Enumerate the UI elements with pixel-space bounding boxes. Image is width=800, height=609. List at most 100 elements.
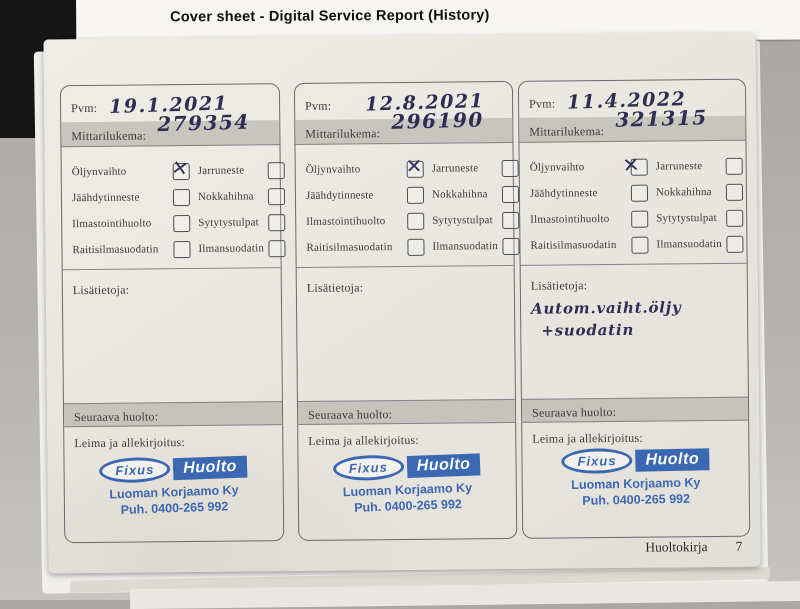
checkbox-ilmastointihuolto [173,215,190,232]
stamp-signature-label: Leima ja allekirjoitus: [532,431,643,446]
checkbox-raitisilmasuodatin [407,238,424,255]
huolto-logo-box: Huolto [406,453,480,478]
workshop-stamp: Fixus Huolto Luoman Korjaamo Ky Puh. 040… [532,446,739,511]
page-footer: Huoltokirja 7 [645,539,742,556]
service-item-label: Raitisilmasuodatin [72,243,169,256]
notes-section: Lisätietoja: Autom.vaiht.öljy +suodatin [521,263,748,399]
huolto-logo-box: Huolto [635,448,709,471]
odometer-label: Mittarilukema: [71,128,146,143]
checkbox-raitisilmasuodatin [631,236,648,253]
odometer-value-handwritten: 296190 [391,107,484,133]
next-service-bar: Seuraava huolto: [298,399,515,425]
stamp-section: Leima ja allekirjoitus: Fixus Huolto Luo… [298,423,516,540]
checkbox-nokkahihna [725,183,742,200]
checkbox-oljynvaihto: ✕ [173,163,190,180]
date-label: Pvm: [71,101,97,115]
checkbox-ilmansuodatin [502,237,519,254]
notes-handwritten-line1: Autom.vaiht.öljy [531,298,682,317]
odometer-label: Mittarilukema: [529,124,604,139]
notes-label: Lisätietoja: [307,280,364,295]
checkbox-jarruneste [501,159,518,176]
notes-label: Lisätietoja: [531,278,588,293]
notes-section: Lisätietoja: [297,265,515,401]
service-items-grid: Öljynvaihto ✕ Jarruneste Jäähdytinneste … [61,145,280,269]
stamp-section: Leima ja allekirjoitus: Fixus Huolto Luo… [522,421,749,538]
odometer-row: Mittarilukema: 296190 [295,118,512,145]
service-item-label: Jäähdytinneste [72,191,169,204]
check-mark: ✕ [406,155,423,175]
service-item-label: Öljynvaihto [72,165,169,178]
service-item-label: Öljynvaihto [530,161,627,174]
notes-label: Lisätietoja: [73,283,130,298]
odometer-label: Mittarilukema: [305,126,380,141]
service-record-panel-3: Pvm: 11.4.2022 Mittarilukema: 321315 Ölj… [518,79,750,539]
date-label: Pvm: [305,99,331,113]
service-items-grid: Öljynvaihto ✕ Jarruneste Jäähdytinneste … [295,143,513,267]
checkbox-oljynvaihto: ✕ [407,160,424,177]
notes-handwritten-line2: +suodatin [541,318,737,342]
checkbox-nokkahihna [501,185,518,202]
checkbox-raitisilmasuodatin [173,241,190,258]
service-item-label: Jarruneste [652,160,722,173]
service-item-label: Ilmansuodatin [652,238,722,251]
next-service-label: Seuraava huolto: [308,407,392,422]
next-service-bar: Seuraava huolto: [64,401,282,427]
date-label: Pvm: [529,97,555,111]
service-item-label: Raitisilmasuodatin [530,239,627,252]
stamp-section: Leima ja allekirjoitus: Fixus Huolto Luo… [64,425,283,542]
checkbox-oljynvaihto: ✕ [631,158,648,175]
stamp-logo: Fixus Huolto [308,450,506,482]
service-items-grid: Öljynvaihto ✕ Jarruneste Jäähdytinneste … [519,141,746,265]
next-service-label: Seuraava huolto: [74,409,158,424]
service-item-label: Sytytystulpat [194,216,264,229]
stamp-logo: Fixus Huolto [74,453,273,485]
checkbox-jarruneste [725,157,742,174]
checkbox-jaahdytinneste [173,189,190,206]
service-item-label: Nokkahihna [194,190,264,203]
workshop-stamp: Fixus Huolto Luoman Korjaamo Ky Puh. 040… [74,453,274,521]
service-item-label: Sytytystulpat [428,214,498,227]
stamp-signature-label: Leima ja allekirjoitus: [74,435,185,450]
checkbox-jaahdytinneste [407,186,424,203]
service-item-label: Ilmansuodatin [194,242,264,255]
service-item-label: Sytytystulpat [652,212,722,225]
page-title: Cover sheet - Digital Service Report (Hi… [170,7,490,25]
fixus-logo-oval: Fixus [561,448,632,474]
service-book-page: Pvm: 19.1.2021 Mittarilukema: 279354 Ölj… [43,33,760,574]
service-item-label: Raitisilmasuodatin [306,241,403,254]
service-record-panel-2: Pvm: 12.8.2021 Mittarilukema: 296190 Ölj… [294,81,517,541]
checkbox-nokkahihna [267,188,284,205]
odometer-value-handwritten: 321315 [615,105,708,131]
checkbox-sytytystulpat [726,209,743,226]
checkbox-sytytystulpat [502,211,519,228]
booklet-name: Huoltokirja [645,539,707,555]
stamp-logo: Fixus Huolto [532,446,738,475]
odometer-row: Mittarilukema: 321315 [519,116,745,143]
checkbox-ilmastointihuolto [631,210,648,227]
service-item-label: Ilmastointihuolto [530,213,627,226]
next-service-bar: Seuraava huolto: [522,397,748,423]
checkbox-ilmastointihuolto [407,212,424,229]
service-item-label: Ilmansuodatin [428,240,498,253]
stamp-phone: Puh. 0400-265 992 [533,490,739,510]
page-number: 7 [736,539,743,554]
service-item-label: Öljynvaihto [306,163,403,176]
service-record-panel-1: Pvm: 19.1.2021 Mittarilukema: 279354 Ölj… [60,83,284,543]
fixus-logo-oval: Fixus [99,456,171,484]
checkbox-jarruneste [267,162,284,179]
notes-handwritten-line2 [83,298,271,300]
notes-handwritten-line2 [317,296,504,298]
workshop-stamp: Fixus Huolto Luoman Korjaamo Ky Puh. 040… [308,450,507,518]
odometer-row: Mittarilukema: 279354 [61,120,279,147]
fixus-logo-oval: Fixus [332,454,404,482]
check-mark: ✕ [170,156,190,178]
checkbox-sytytystulpat [268,214,285,231]
service-item-label: Nokkahihna [652,186,722,199]
service-item-label: Jarruneste [194,164,264,177]
checkbox-ilmansuodatin [268,240,285,257]
next-service-label: Seuraava huolto: [532,405,616,420]
service-item-label: Ilmastointihuolto [72,217,169,230]
service-item-label: Nokkahihna [428,188,498,201]
stamp-signature-label: Leima ja allekirjoitus: [308,433,419,448]
odometer-value-handwritten: 279354 [157,110,250,136]
